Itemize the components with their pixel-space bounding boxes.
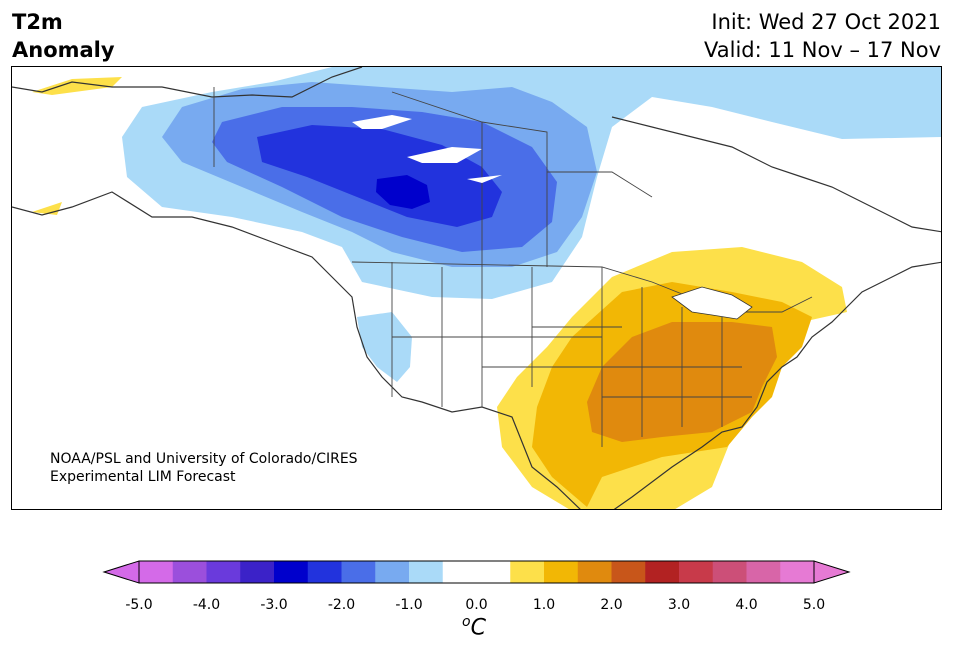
colorbar-cells xyxy=(139,561,815,583)
colorbar-tick-label: -4.0 xyxy=(192,597,221,613)
colorbar-cell xyxy=(712,561,747,583)
colorbar-cell xyxy=(206,561,241,583)
credit-line-2: Experimental LIM Forecast xyxy=(50,469,236,485)
colorbar-cell xyxy=(476,561,511,583)
map-svg xyxy=(12,67,941,509)
colorbar-cell xyxy=(746,561,781,583)
colorbar-tick-label: 4.0 xyxy=(735,597,758,613)
colorbar-tick-label: -3.0 xyxy=(260,597,288,613)
colorbar-under-arrow xyxy=(102,560,140,584)
colorbar-cell xyxy=(307,561,342,583)
date-block: Init: Wed 27 Oct 2021 Valid: 11 Nov – 17… xyxy=(704,8,941,64)
init-date: Init: Wed 27 Oct 2021 xyxy=(711,10,941,34)
colorbar-unit: oC xyxy=(462,614,486,641)
colorbar-cell xyxy=(442,561,477,583)
coastlines xyxy=(12,67,941,509)
colorbar-cell xyxy=(679,561,714,583)
colorbar-over-arrow xyxy=(813,560,851,584)
great-lakes xyxy=(671,286,753,320)
colorbar-cell xyxy=(780,561,815,583)
colorbar-svg xyxy=(102,560,851,584)
colorbar-cell xyxy=(139,561,174,583)
colorbar-cell xyxy=(274,561,309,583)
colorbar-cell xyxy=(341,561,376,583)
colorbar-cell xyxy=(611,561,646,583)
valid-range: Valid: 11 Nov – 17 Nov xyxy=(704,38,941,62)
cold-region-5 xyxy=(376,175,430,209)
colorbar-tick-label: 0.0 xyxy=(465,597,488,613)
colorbar-cell xyxy=(240,561,275,583)
colorbar xyxy=(0,560,953,655)
warm-region-1b xyxy=(32,77,122,95)
colorbar-tick-label: 1.0 xyxy=(532,597,556,613)
colorbar-tick-label: -1.0 xyxy=(395,597,423,613)
colorbar-outline xyxy=(138,560,815,584)
credit-text: NOAA/PSL and University of Colorado/CIRE… xyxy=(50,450,358,486)
colorbar-tick-label: -5.0 xyxy=(125,597,153,613)
colorbar-cell xyxy=(375,561,410,583)
lake-1 xyxy=(352,115,412,129)
lake-3 xyxy=(467,175,502,183)
anomaly-map: NOAA/PSL and University of Colorado/CIRE… xyxy=(11,66,942,510)
title-variable: T2m xyxy=(12,10,63,34)
colorbar-tick-label: 3.0 xyxy=(667,597,691,613)
colorbar-cell xyxy=(645,561,680,583)
colorbar-cell xyxy=(577,561,612,583)
cold-region-west xyxy=(357,312,412,382)
lake-2 xyxy=(407,147,482,163)
colorbar-cell xyxy=(409,561,444,583)
colorbar-cell xyxy=(510,561,545,583)
colorbar-tick-label: 5.0 xyxy=(802,597,826,613)
borders xyxy=(213,87,813,447)
title-block: T2m Anomaly xyxy=(12,8,115,64)
colorbar-cell xyxy=(172,561,207,583)
title-anomaly: Anomaly xyxy=(12,38,115,62)
credit-line-1: NOAA/PSL and University of Colorado/CIRE… xyxy=(50,451,358,467)
colorbar-cell xyxy=(544,561,579,583)
colorbar-tick-label: -2.0 xyxy=(327,597,356,613)
colorbar-tick-label: 2.0 xyxy=(600,597,623,613)
